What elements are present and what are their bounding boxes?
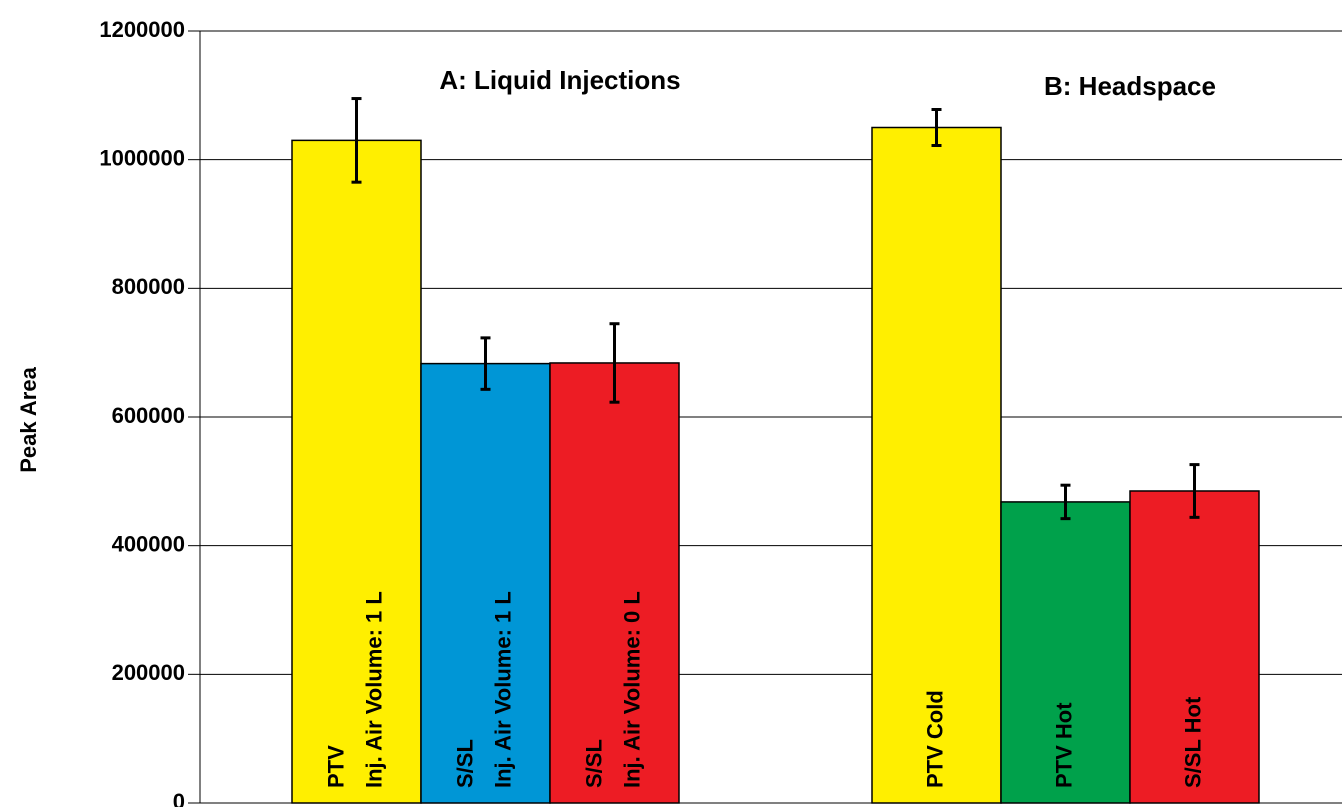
y-axis-label: Peak Area: [16, 366, 41, 472]
y-tick-label: 800000: [112, 274, 185, 299]
bar: [420, 362, 551, 804]
y-tick-label: 400000: [112, 531, 185, 556]
bar-label: S/SL: [581, 739, 606, 788]
bar-label: Inj. Air Volume: 1 L: [361, 591, 386, 788]
bar-label: Inj. Air Volume: 1 L: [490, 591, 515, 788]
bar: [549, 362, 680, 804]
error-bar: [609, 322, 620, 404]
y-tick-label: 1000000: [99, 145, 185, 170]
error-bar: [931, 107, 942, 148]
error-bar: [351, 97, 362, 184]
bar: [291, 139, 422, 804]
error-bar: [1189, 463, 1200, 519]
bar-label: PTV Cold: [922, 690, 947, 788]
error-bar: [480, 336, 491, 391]
bar: [871, 126, 1002, 804]
error-bar: [1060, 483, 1071, 521]
y-tick-label: 200000: [112, 660, 185, 685]
bar-label: PTV: [323, 745, 348, 788]
bar-label: S/SL Hot: [1180, 696, 1205, 788]
group-title: B: Headspace: [1044, 71, 1216, 101]
bar: [1129, 490, 1260, 804]
y-tick-label: 600000: [112, 403, 185, 428]
bar-label: PTV Hot: [1051, 702, 1076, 788]
bar-label: S/SL: [452, 739, 477, 788]
bar: [1000, 501, 1131, 804]
bar-label: Inj. Air Volume: 0 L: [619, 591, 644, 788]
group-title: A: Liquid Injections: [439, 65, 680, 95]
y-tick-label: 0: [173, 789, 185, 807]
y-tick-label: 1200000: [99, 17, 185, 42]
